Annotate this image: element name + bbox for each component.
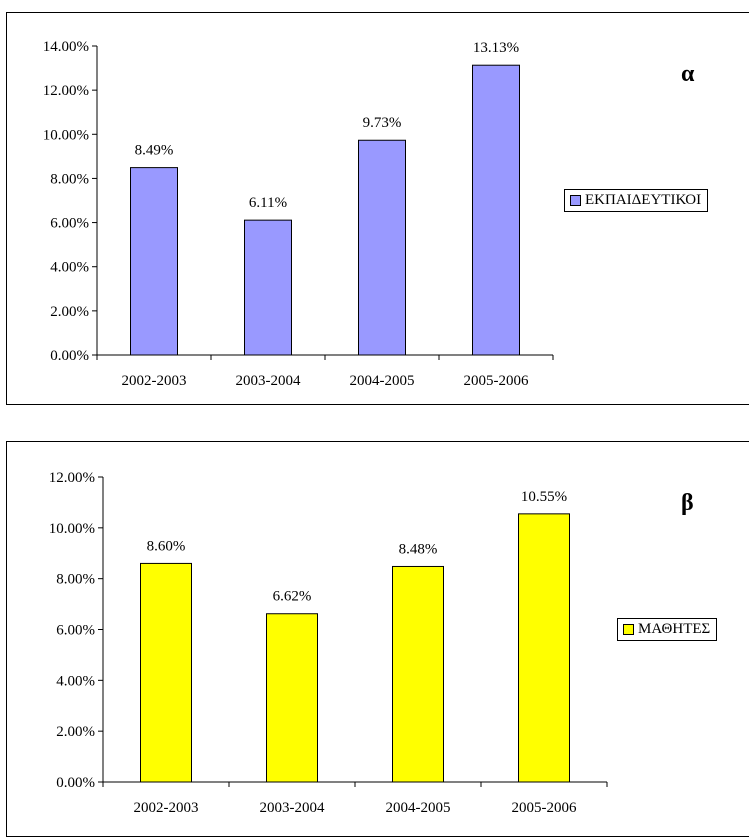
bar bbox=[518, 513, 570, 783]
x-tick-label: 2003-2004 bbox=[260, 800, 325, 816]
chart-panel-beta: 0.00% 2.00% 4.00% 6.00% 8.00% 10.00% 12.00% 8.6… bbox=[6, 441, 749, 837]
legend-swatch-beta bbox=[623, 624, 634, 635]
chart-alpha-svg: 0.00% 2.00% 4.00% 6.00% 8.00% 10.00% 12.00% 14.… bbox=[43, 39, 554, 389]
panel-label-alpha: α bbox=[681, 61, 695, 87]
y-tick-label: 8.00% bbox=[50, 171, 89, 187]
y-tick-label: 0.00% bbox=[56, 775, 95, 791]
x-tick-label: 2005-2006 bbox=[512, 800, 577, 816]
bar bbox=[130, 167, 178, 356]
y-tick-label: 14.00% bbox=[43, 39, 89, 55]
bar bbox=[392, 565, 444, 783]
legend-alpha: ΕΚΠΑΙΔΕΥΤΙΚΟΙ bbox=[564, 189, 709, 212]
y-tick-label: 6.00% bbox=[50, 216, 89, 232]
y-tick-label: 8.00% bbox=[56, 572, 95, 588]
panel-label-beta: β bbox=[681, 490, 694, 516]
x-tick-label: 2002-2003 bbox=[122, 373, 187, 389]
data-label: 8.60% bbox=[147, 538, 186, 554]
x-tick-label: 2004-2005 bbox=[350, 373, 415, 389]
bar bbox=[140, 562, 192, 783]
bar bbox=[244, 219, 292, 356]
chart-panel-alpha: 0.00% 2.00% 4.00% 6.00% 8.00% 10.00% 12.00% 14.… bbox=[6, 12, 749, 405]
bar bbox=[358, 139, 406, 356]
y-tick-label: 12.00% bbox=[49, 470, 95, 486]
legend-label-beta: ΜΑΘΗΤΕΣ bbox=[638, 621, 711, 637]
y-tick-label: 12.00% bbox=[43, 83, 89, 99]
x-tick-label: 2003-2004 bbox=[236, 373, 301, 389]
x-tick-label: 2002-2003 bbox=[134, 800, 199, 816]
data-label: 6.62% bbox=[273, 589, 312, 605]
bar bbox=[472, 64, 520, 356]
bar bbox=[266, 613, 318, 783]
data-label: 9.73% bbox=[363, 115, 402, 131]
y-tick-label: 4.00% bbox=[50, 260, 89, 276]
y-tick-label: 2.00% bbox=[56, 724, 95, 740]
y-tick-label: 2.00% bbox=[50, 304, 89, 320]
y-tick-label: 0.00% bbox=[50, 348, 89, 364]
data-label: 8.48% bbox=[399, 541, 438, 557]
data-label: 8.49% bbox=[135, 143, 174, 159]
data-label: 13.13% bbox=[473, 40, 519, 56]
chart-beta-svg: 0.00% 2.00% 4.00% 6.00% 8.00% 10.00% 12.00% 8.6… bbox=[49, 470, 608, 816]
y-tick-label: 10.00% bbox=[49, 521, 95, 537]
y-tick-label: 4.00% bbox=[56, 673, 95, 689]
legend-swatch-alpha bbox=[570, 195, 581, 206]
x-tick-label: 2005-2006 bbox=[464, 373, 529, 389]
legend-label-alpha: ΕΚΠΑΙΔΕΥΤΙΚΟΙ bbox=[585, 192, 702, 208]
data-label: 10.55% bbox=[521, 489, 567, 505]
legend-beta: ΜΑΘΗΤΕΣ bbox=[617, 618, 718, 641]
data-label: 6.11% bbox=[249, 195, 287, 211]
y-tick-label: 6.00% bbox=[56, 623, 95, 639]
x-tick-label: 2004-2005 bbox=[386, 800, 451, 816]
y-tick-label: 10.00% bbox=[43, 127, 89, 143]
